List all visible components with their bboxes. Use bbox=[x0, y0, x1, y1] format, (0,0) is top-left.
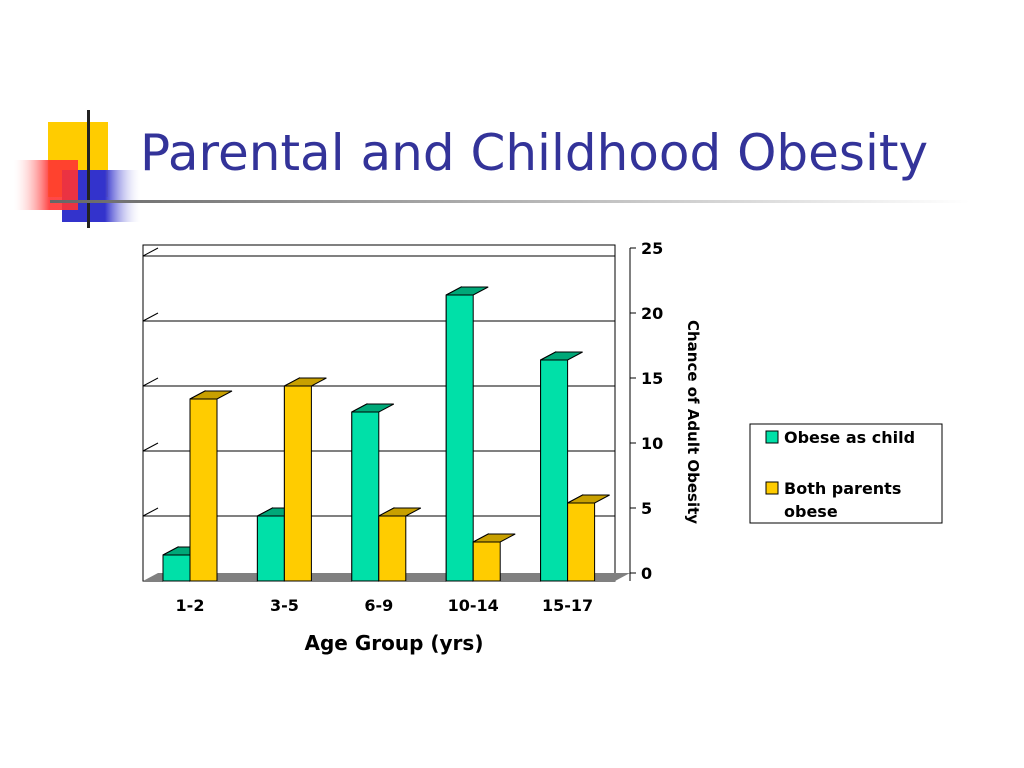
x-tick-label: 10-14 bbox=[448, 596, 499, 615]
gridline-diag bbox=[142, 377, 159, 387]
legend-label-both-parents-obese: Both parents obese bbox=[784, 479, 907, 521]
legend-label-obese-as-child: Obese as child bbox=[784, 428, 915, 447]
bar bbox=[472, 541, 501, 582]
y-axis-label: Chance of Adult Obesity bbox=[684, 320, 702, 524]
legend: Obese as child Both parents obese bbox=[749, 423, 943, 524]
bar bbox=[189, 398, 218, 582]
bar bbox=[445, 294, 474, 582]
y-tick-label: 20 bbox=[641, 304, 663, 323]
deco-horizontal-line bbox=[50, 200, 970, 203]
x-axis-label: Age Group (yrs) bbox=[305, 631, 484, 655]
bar bbox=[256, 515, 285, 582]
bar bbox=[378, 515, 407, 582]
y-tick-label: 0 bbox=[641, 564, 652, 583]
gridline-diag bbox=[142, 507, 159, 517]
bar bbox=[567, 502, 596, 582]
x-tick-label: 6-9 bbox=[364, 596, 393, 615]
y-axis-ticks: 0 5 10 15 20 25 bbox=[630, 239, 663, 583]
y-tick-label: 15 bbox=[641, 369, 663, 388]
y-tick-label: 25 bbox=[641, 239, 663, 258]
bars bbox=[162, 286, 610, 582]
gridline-diag bbox=[142, 442, 159, 452]
legend-swatch-obese-as-child bbox=[765, 430, 779, 444]
x-tick-label: 1-2 bbox=[176, 596, 205, 615]
bar bbox=[540, 359, 569, 582]
legend-box bbox=[749, 423, 943, 524]
bar bbox=[283, 385, 312, 582]
gridline-diag bbox=[142, 312, 159, 322]
slide-title: Parental and Childhood Obesity bbox=[140, 124, 929, 182]
y-tick-label: 5 bbox=[641, 499, 652, 518]
bar bbox=[351, 411, 380, 582]
gridline-diag bbox=[142, 247, 159, 257]
x-tick-label: 15-17 bbox=[542, 596, 593, 615]
x-tick-label: 3-5 bbox=[270, 596, 299, 615]
x-axis-ticks: 1-2 3-5 6-9 10-14 15-17 bbox=[176, 596, 594, 615]
legend-swatch-both-parents-obese bbox=[765, 481, 779, 495]
deco-vertical-line bbox=[87, 110, 90, 228]
bar bbox=[162, 554, 191, 582]
y-tick-label: 10 bbox=[641, 434, 663, 453]
